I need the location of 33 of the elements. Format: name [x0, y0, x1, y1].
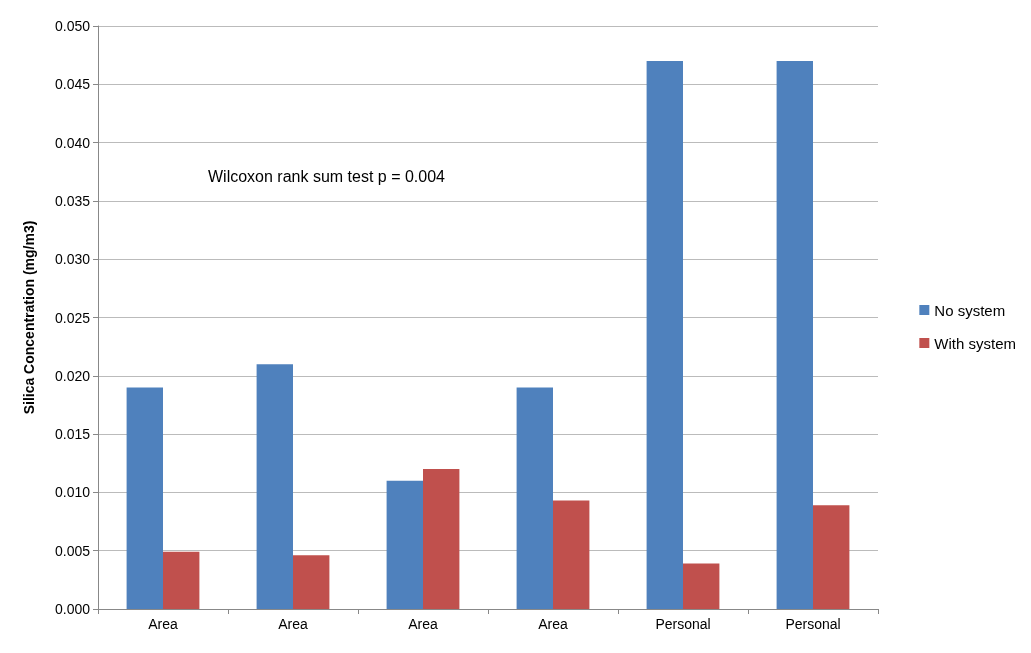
- bar: [256, 364, 293, 609]
- bar: [163, 551, 200, 609]
- x-tick-label: Area: [278, 616, 308, 632]
- bar: [776, 60, 813, 609]
- y-tick-label: 0.035: [54, 192, 91, 209]
- y-tick-label: 0.010: [54, 484, 91, 501]
- legend-label: With system: [934, 334, 1017, 352]
- x-tick-label: Personal: [785, 616, 841, 632]
- bar: [423, 469, 460, 609]
- bar: [553, 500, 590, 609]
- x-tick-label: Area: [538, 616, 568, 632]
- bar: [386, 480, 423, 609]
- bar: [683, 563, 720, 609]
- y-tick-label: 0.045: [54, 76, 91, 93]
- bar: [516, 387, 553, 609]
- x-tick-label: Area: [148, 616, 178, 632]
- y-tick-label: 0.040: [54, 134, 91, 151]
- bar: [293, 555, 330, 609]
- y-tick-label: 0.020: [54, 367, 91, 384]
- annotation: Wilcoxon rank sum test p = 0.004: [208, 167, 446, 185]
- y-axis-title: Silica Concentration (mg/m3): [21, 220, 37, 415]
- x-tick-label: Area: [408, 616, 438, 632]
- y-tick-label: 0.050: [54, 18, 91, 34]
- y-tick-label: 0.025: [54, 309, 91, 326]
- y-tick-label: 0.000: [54, 601, 91, 617]
- y-tick-label: 0.015: [54, 426, 91, 443]
- x-tick-label: Personal: [655, 616, 711, 632]
- bar: [126, 387, 163, 609]
- legend-label: No system: [934, 301, 1006, 319]
- y-tick-label: 0.030: [54, 251, 91, 268]
- bar: [813, 505, 850, 609]
- y-tick-label: 0.005: [54, 542, 91, 559]
- bar: [646, 60, 683, 609]
